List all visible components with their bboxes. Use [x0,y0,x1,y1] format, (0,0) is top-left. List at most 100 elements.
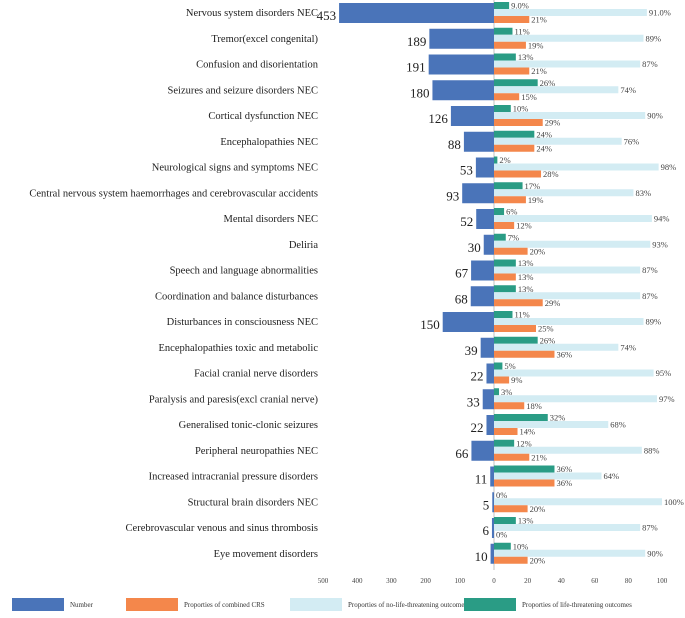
percent-label: 17% [525,181,541,191]
percent-bar [494,350,555,358]
percent-bar [494,498,662,506]
number-bar [463,131,494,152]
number-bar [442,312,494,332]
number-bar [486,415,494,435]
percent-label: 90% [647,111,663,121]
number-bar [491,518,494,538]
number-label: 88 [448,137,461,152]
category-label: Disturbances in consciousness NEC [167,317,318,328]
percent-label: 87% [642,523,658,533]
percent-bar [494,549,646,557]
percent-label: 74% [620,85,636,95]
percent-bar [494,9,647,16]
percent-label: 6% [506,207,517,217]
percent-bar [494,156,498,164]
x-tick-label: 400 [352,577,363,585]
number-bar [490,466,494,487]
percent-label: 15% [521,92,537,102]
percent-bar [494,402,525,410]
percent-label: 89% [646,33,662,43]
percent-bar [494,60,641,68]
percent-label: 13% [518,284,534,294]
percent-label: 19% [528,195,544,205]
percent-bar [494,421,609,428]
percent-label: 24% [536,129,552,139]
number-label: 126 [428,111,448,126]
number-label: 10 [475,549,488,564]
percent-bar [494,182,523,190]
percent-label: 21% [531,15,547,25]
category-label: Deliria [289,240,318,251]
percent-label: 24% [536,143,552,153]
category-label: Eye movement disorders [214,549,318,560]
number-bar [482,389,494,410]
percent-label: 93% [652,239,668,249]
percent-label: 26% [540,335,556,345]
percent-label: 64% [604,471,620,481]
percent-label: 0% [496,490,507,500]
percent-label: 10% [513,541,529,551]
category-label: Encephalopathies NEC [220,137,318,148]
category-label: Coordination and balance disturbances [155,291,318,302]
percent-bar [494,170,542,178]
percent-label: 11% [514,26,529,36]
percent-label: 11% [514,310,529,320]
percent-bar [494,395,657,403]
percent-label: 12% [516,438,532,448]
number-label: 52 [460,214,473,229]
category-label: Facial cranial nerve disorders [194,369,318,380]
percent-bar [494,112,646,119]
percent-bar [494,505,528,513]
percent-bar [494,27,513,35]
percent-label: 29% [545,118,561,128]
percent-label: 87% [642,291,658,301]
percent-bar [494,388,500,396]
percent-bar [494,472,602,480]
percent-bar [494,222,515,229]
number-bar [429,28,494,49]
category-label: Increased intracranial pressure disorder… [149,472,318,483]
percent-label: 83% [635,188,651,198]
percent-label: 21% [531,66,547,76]
percent-bar [494,266,641,274]
x-tick-label: 80 [625,577,633,585]
percent-label: 20% [530,555,546,565]
percent-bar [494,343,619,351]
percent-bar [494,439,515,447]
number-label: 30 [468,240,481,255]
number-bar [476,209,494,229]
category-label: Confusion and disorientation [196,60,319,71]
percent-label: 100% [664,497,684,507]
number-label: 22 [470,420,483,435]
percent-label: 14% [520,427,536,437]
percent-bar [494,93,520,101]
category-label: Mental disorders NEC [224,214,319,225]
x-tick-label: 200 [420,577,431,585]
percent-bar [494,130,535,138]
number-label: 6 [482,523,489,538]
category-label: Cortical dysfunction NEC [208,111,318,122]
legend-label: Number [70,601,94,609]
number-bar [480,337,494,358]
number-bar [471,260,494,281]
percent-bar [494,215,652,222]
percent-label: 32% [550,413,566,423]
percent-label: 10% [513,104,529,114]
percent-bar [494,208,505,215]
percent-label: 12% [516,221,532,231]
number-bar [432,80,494,101]
category-label: Cerebrovascular venous and sinus thrombo… [126,523,318,534]
percent-label: 68% [610,420,626,430]
percent-bar [494,325,536,332]
number-label: 189 [407,34,427,49]
percent-label: 9.0% [511,1,529,11]
number-label: 150 [420,317,440,332]
percent-label: 13% [518,52,534,62]
percent-label: 3% [501,387,512,397]
percent-bar [494,299,543,307]
number-label: 191 [406,60,426,75]
percent-label: 91.0% [649,8,671,18]
number-label: 22 [470,369,483,384]
percent-label: 2% [499,155,510,165]
percent-label: 95% [656,368,672,378]
